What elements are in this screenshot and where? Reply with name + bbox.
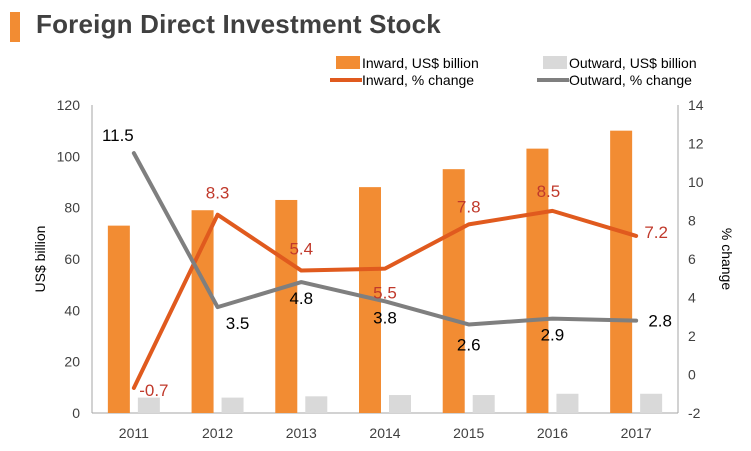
- outward-bar: [389, 395, 411, 413]
- inward-bar: [359, 187, 381, 413]
- y-left-axis-title: US$ billion: [32, 226, 48, 293]
- inward-bar: [191, 210, 214, 413]
- y-left-tick-label: 40: [64, 302, 80, 318]
- outward-change-label: 3.8: [373, 308, 397, 327]
- x-tick-label: 2013: [286, 425, 317, 441]
- lines: [131, 151, 639, 390]
- y-right-tick-label: 8: [688, 213, 696, 229]
- outward-bar: [137, 397, 160, 413]
- legend-label-outward-bar: Outward, US$ billion: [569, 55, 697, 71]
- inward-bar: [275, 199, 298, 413]
- inward-change-label: 5.5: [373, 284, 397, 303]
- outward-change-label: 3.5: [226, 314, 250, 333]
- inward-change-label: 8.3: [206, 184, 230, 203]
- inward-change-label: 7.8: [457, 197, 481, 216]
- data-labels: -0.7 8.3 5.4 5.5 7.8 8.5 7.2 11.5 3.5 4.8 3.8 2.6 2.…: [102, 126, 672, 400]
- y-right-tick-label: 0: [688, 367, 696, 383]
- chart-title: Foreign Direct Investment Stock: [36, 9, 441, 39]
- x-tick-label: 2011: [119, 425, 149, 441]
- y-right-tick-label: -2: [688, 405, 701, 421]
- y-right-tick-label: 6: [688, 251, 696, 267]
- outward-change-label: 2.9: [541, 326, 565, 345]
- outward-change-label: 2.6: [457, 335, 481, 354]
- inward-bar: [107, 225, 130, 413]
- legend: Inward, US$ billion Outward, US$ billion I…: [330, 55, 697, 88]
- outward-change-line: [131, 151, 639, 327]
- legend-label-inward-bar: Inward, US$ billion: [362, 55, 479, 71]
- x-tick-label: 2015: [453, 425, 484, 441]
- y-right-tick-label: 4: [688, 290, 696, 306]
- outward-change-label: 2.8: [648, 312, 672, 331]
- y-left-tick-label: 80: [64, 200, 80, 216]
- inward-change-line: [131, 208, 639, 390]
- y-right-tick-label: 2: [688, 328, 696, 344]
- outward-change-label: 4.8: [289, 289, 313, 308]
- y-left-tick-label: 20: [64, 354, 80, 370]
- legend-label-outward-line: Outward, % change: [569, 72, 692, 88]
- legend-label-inward-line: Inward, % change: [362, 72, 474, 88]
- outward-bar: [472, 395, 495, 413]
- legend-swatch-outward-bar: [543, 56, 567, 69]
- x-tick-label: 2012: [202, 425, 233, 441]
- inward-change-label: 5.4: [289, 240, 313, 259]
- y-left-tick-label: 100: [57, 148, 81, 164]
- outward-bar: [640, 393, 663, 413]
- inward-change-label: -0.7: [139, 381, 168, 400]
- outward-bar: [556, 393, 579, 413]
- legend-swatch-inward-bar: [336, 56, 360, 69]
- title-accent-bar: [10, 12, 20, 42]
- y-right-tick-label: 10: [688, 174, 704, 190]
- y-left-tick-label: 0: [72, 405, 80, 421]
- y-right-axis-title: % change: [719, 228, 735, 290]
- x-tick-label: 2016: [537, 425, 568, 441]
- outward-change-label: 11.5: [102, 126, 134, 145]
- x-tick-label: 2014: [369, 425, 400, 441]
- y-left-tick-label: 60: [64, 251, 80, 267]
- inward-bar: [610, 130, 633, 413]
- y-right-tick-label: 12: [688, 136, 704, 152]
- y-left-tick-label: 120: [57, 97, 81, 113]
- inward-change-label: 8.5: [537, 182, 561, 201]
- outward-bar: [221, 397, 244, 413]
- axes: 0 20 40 60 80 100 120 -2 0 2 4 6 8 10 12 14 2011 2012 2013…: [32, 97, 735, 441]
- outward-bar: [305, 396, 328, 413]
- inward-change-label: 7.2: [644, 223, 668, 242]
- y-right-tick-label: 14: [688, 97, 704, 113]
- x-tick-label: 2017: [621, 425, 652, 441]
